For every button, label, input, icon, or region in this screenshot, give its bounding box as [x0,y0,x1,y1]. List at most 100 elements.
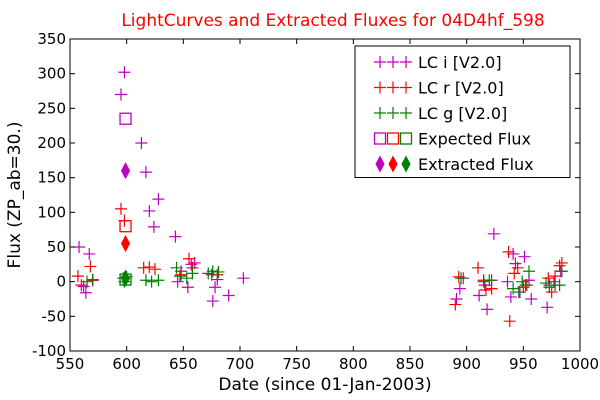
legend-label: LC g [V2.0] [418,104,507,123]
data-point [472,261,484,274]
data-point [449,298,462,311]
data-point [502,245,515,258]
data-point [511,261,524,274]
plot-frame [69,38,581,352]
data-point [237,272,250,285]
data-point [487,227,500,240]
x-tick-label: 600 [112,355,141,373]
data-point [143,204,156,217]
data-point [209,281,222,294]
x-tick-label: 550 [56,355,85,373]
legend-marker [373,132,387,145]
data-point [145,275,158,288]
data-point [149,263,161,276]
data-point [481,303,494,316]
legend-marker [387,107,399,119]
data-point [518,250,531,263]
data-point [143,261,156,274]
x-axis-label: Date (since 01-Jan-2003) [218,375,431,395]
y-tick-label: 150 [37,169,66,187]
y-tick-label: -50 [42,307,67,325]
legend-label: LC r [V2.0] [418,79,504,98]
y-tick-label: 350 [37,30,66,48]
data-point [173,270,186,283]
data-point [508,267,521,280]
data-point [553,279,566,292]
data-point [479,283,492,296]
data-point [501,275,514,288]
legend-label: Expected Flux [418,130,531,149]
legend-box [354,45,571,178]
legend-marker [400,56,412,68]
legend-label: Extracted Flux [418,155,534,174]
data-point [139,274,152,287]
data-point [542,272,555,285]
x-tick-label: 800 [339,355,368,373]
data-point [171,275,184,288]
data-point [523,265,535,278]
data-point [512,286,525,299]
data-point [485,282,498,295]
y-tick-label: 100 [37,203,66,221]
data-point [545,286,558,299]
y-tick-label: 250 [37,99,66,117]
legend-marker [400,81,412,94]
data-point [504,290,517,303]
x-tick-label: 950 [509,355,538,373]
data-point [222,289,235,302]
series-1 [71,202,568,328]
data-point [483,274,496,287]
data-point [453,282,466,295]
data-point [81,275,93,288]
data-point [206,295,219,308]
chart-title: LightCurves and Extracted Fluxes for 04D… [121,11,544,31]
data-point [455,272,467,285]
data-point [120,269,131,287]
data-point [553,259,566,272]
x-tick-label: 650 [169,355,198,373]
data-point [503,315,516,328]
x-tick-label: 1000 [561,355,599,373]
data-point [525,293,538,305]
data-point [119,112,132,125]
data-point [212,265,225,278]
data-point [86,273,99,286]
x-tick-label: 700 [226,355,255,373]
legend-marker [401,155,411,173]
data-point [77,280,90,293]
legend-marker [375,155,385,173]
y-tick-label: 50 [47,238,66,256]
data-point [185,258,198,271]
data-point [541,301,554,314]
x-tick-label: 750 [282,355,311,373]
data-point [152,193,165,206]
legend-marker [387,81,399,94]
data-point [169,230,182,243]
data-point [79,286,92,299]
data-point [147,220,160,233]
legend-marker [386,132,400,145]
data-point [135,137,148,149]
data-point [555,265,568,278]
legend-marker [374,56,386,68]
x-tick-label: 900 [452,355,481,373]
y-tick-label: 300 [37,65,66,83]
legend: LC i [V2.0] LC r [V2.0] LC g [V2.0] Expecte… [354,45,571,178]
data-point [118,66,131,79]
data-point [543,281,556,294]
data-point [115,202,127,215]
data-point [71,270,84,283]
data-point [452,270,465,283]
legend-marker [387,56,399,68]
axis-ticks: 550 600 650 700 750 800 850 900 950 1000 -100 -50 0 5… [32,30,599,373]
data-point [120,234,131,253]
data-point [73,241,86,253]
data-point [507,282,520,295]
data-point [119,220,132,233]
data-point [170,261,183,274]
data-point [84,260,97,273]
data-point [473,289,486,302]
legend-label: LC i [V2.0] [418,53,502,72]
data-point [206,265,219,278]
data-point [183,252,195,265]
